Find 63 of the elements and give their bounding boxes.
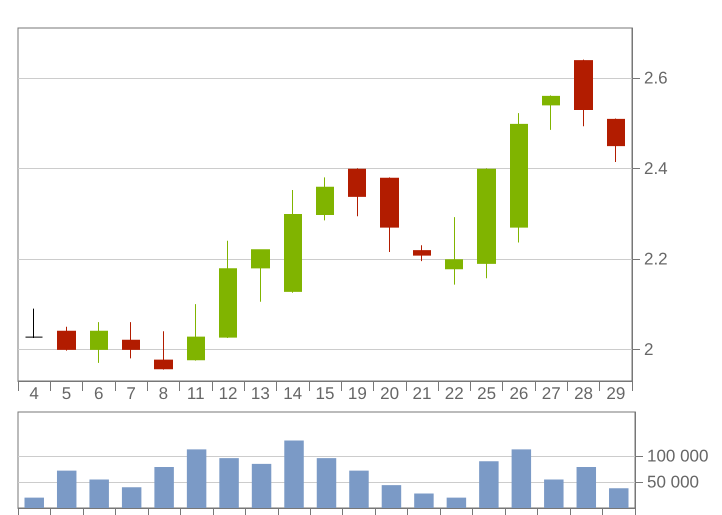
candlestick: [380, 176, 399, 253]
x-tick-label: 28: [574, 384, 593, 403]
bar: [544, 479, 564, 508]
y-tick-label: 2.6: [644, 68, 668, 88]
candlestick: [510, 112, 528, 244]
x-tick-label: 14: [283, 384, 302, 403]
bar: [284, 440, 304, 508]
x-tick-label: 15: [316, 384, 334, 403]
y-tick-label: 2.2: [644, 249, 668, 268]
y-tick-label: 2: [644, 340, 654, 359]
y-tick-label: 100 000: [647, 446, 708, 466]
candlestick: [316, 176, 334, 221]
bar: [512, 449, 532, 508]
x-tick-label: 19: [348, 384, 367, 403]
candlestick: [57, 326, 76, 352]
candlestick: [284, 190, 302, 294]
x-tick-label: 8: [158, 384, 168, 403]
bar: [186, 449, 206, 508]
bar: [576, 467, 596, 508]
y-tick-label: 50 000: [647, 472, 699, 492]
x-tick-label: 6: [94, 384, 104, 403]
candlestick: [413, 244, 431, 262]
bar: [609, 488, 629, 508]
candlestick: [25, 308, 43, 339]
x-tick-label: 4: [29, 384, 39, 403]
candlestick: [477, 168, 496, 279]
bar: [89, 479, 109, 508]
bar: [122, 487, 142, 508]
bar: [446, 498, 466, 508]
bar: [252, 464, 272, 508]
x-tick-label: 20: [380, 384, 400, 403]
candlestick: [90, 322, 108, 364]
candlestick: [348, 168, 366, 217]
x-tick-label: 26: [509, 384, 528, 403]
bar: [479, 461, 499, 508]
x-tick-label: 25: [477, 384, 496, 403]
x-tick-label: 13: [250, 384, 270, 403]
bar: [24, 498, 44, 508]
x-tick-label: 27: [542, 384, 561, 403]
candlestick: [574, 59, 593, 127]
candlestick: [154, 330, 173, 370]
candlestick: [542, 94, 560, 130]
y-tick-label: 2.4: [644, 158, 668, 178]
x-tick-label: 11: [186, 384, 205, 403]
candlestick: [445, 216, 463, 286]
bar: [316, 458, 336, 508]
x-tick-label: 5: [62, 384, 72, 403]
candlestick: [607, 118, 625, 162]
x-tick-label: 7: [126, 384, 136, 403]
bar: [154, 467, 174, 508]
x-tick-label: 12: [218, 384, 238, 403]
x-tick-label: 21: [412, 384, 432, 403]
x-tick-label: 29: [606, 384, 626, 403]
candlestick: [251, 249, 270, 302]
bar: [382, 485, 402, 508]
candlestick: [187, 304, 205, 362]
bar: [56, 470, 76, 508]
bar: [219, 458, 239, 508]
candlestick: [219, 240, 237, 339]
bar: [349, 470, 369, 508]
x-tick-label: 22: [444, 384, 464, 403]
candlestick: [122, 322, 140, 359]
bar: [414, 493, 434, 508]
